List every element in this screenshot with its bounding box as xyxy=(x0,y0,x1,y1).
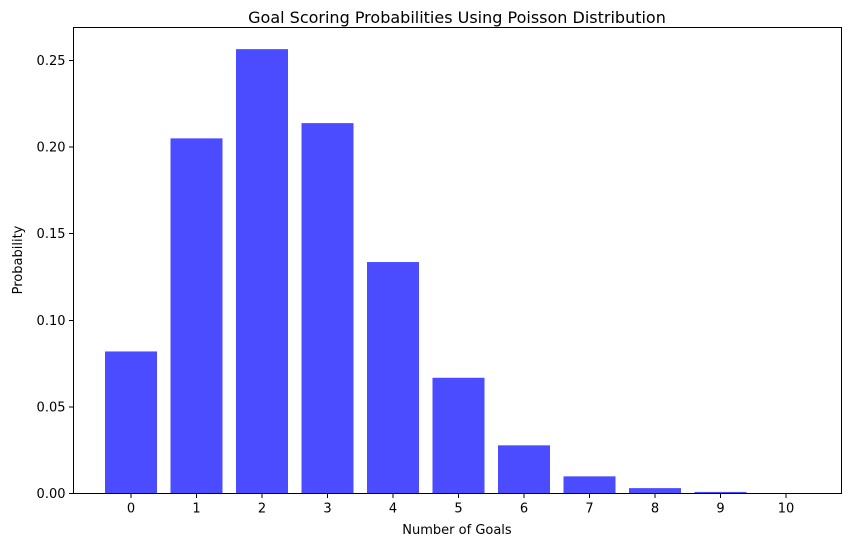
x-ticks: 0 1 2 3 4 5 6 7 8 9 10 xyxy=(127,493,795,517)
y-axis-label: Probability xyxy=(11,225,26,294)
x-tick-label-2: 2 xyxy=(258,502,266,517)
bar-2 xyxy=(236,49,288,494)
y-tick-label-0.20: 0.20 xyxy=(37,141,66,156)
x-tick-label-3: 3 xyxy=(323,502,331,517)
y-tick-label-0.00: 0.00 xyxy=(37,487,66,502)
bar-1 xyxy=(170,138,223,494)
x-axis-label: Number of Goals xyxy=(402,523,512,538)
y-ticks: 0.00 0.05 0.10 0.15 0.20 0.25 xyxy=(37,54,74,502)
y-tick-label-0.15: 0.15 xyxy=(37,227,66,242)
x-tick-label-5: 5 xyxy=(454,502,462,517)
bar-0 xyxy=(105,351,157,494)
bar-8 xyxy=(629,488,681,494)
x-tick-label-10: 10 xyxy=(778,502,795,517)
chart-title: Goal Scoring Probabilities Using Poisson… xyxy=(248,8,666,27)
x-tick-label-7: 7 xyxy=(585,502,593,517)
x-tick-label-1: 1 xyxy=(192,502,200,517)
bar-4 xyxy=(367,262,419,494)
y-tick-label-0.25: 0.25 xyxy=(37,54,66,69)
bar-9 xyxy=(694,491,747,494)
x-tick-label-0: 0 xyxy=(127,502,135,517)
y-tick-label-0.05: 0.05 xyxy=(37,400,66,415)
x-tick-label-6: 6 xyxy=(520,502,528,517)
plot-frame xyxy=(73,27,842,494)
x-tick-label-4: 4 xyxy=(389,502,397,517)
x-tick-label-9: 9 xyxy=(716,502,724,517)
bar-7 xyxy=(563,476,616,494)
y-tick-label-0.10: 0.10 xyxy=(37,314,66,329)
bar-5 xyxy=(432,377,485,494)
x-tick-label-8: 8 xyxy=(651,502,659,517)
bar-3 xyxy=(301,123,354,494)
bars-group xyxy=(105,49,812,494)
bar-6 xyxy=(498,445,550,494)
